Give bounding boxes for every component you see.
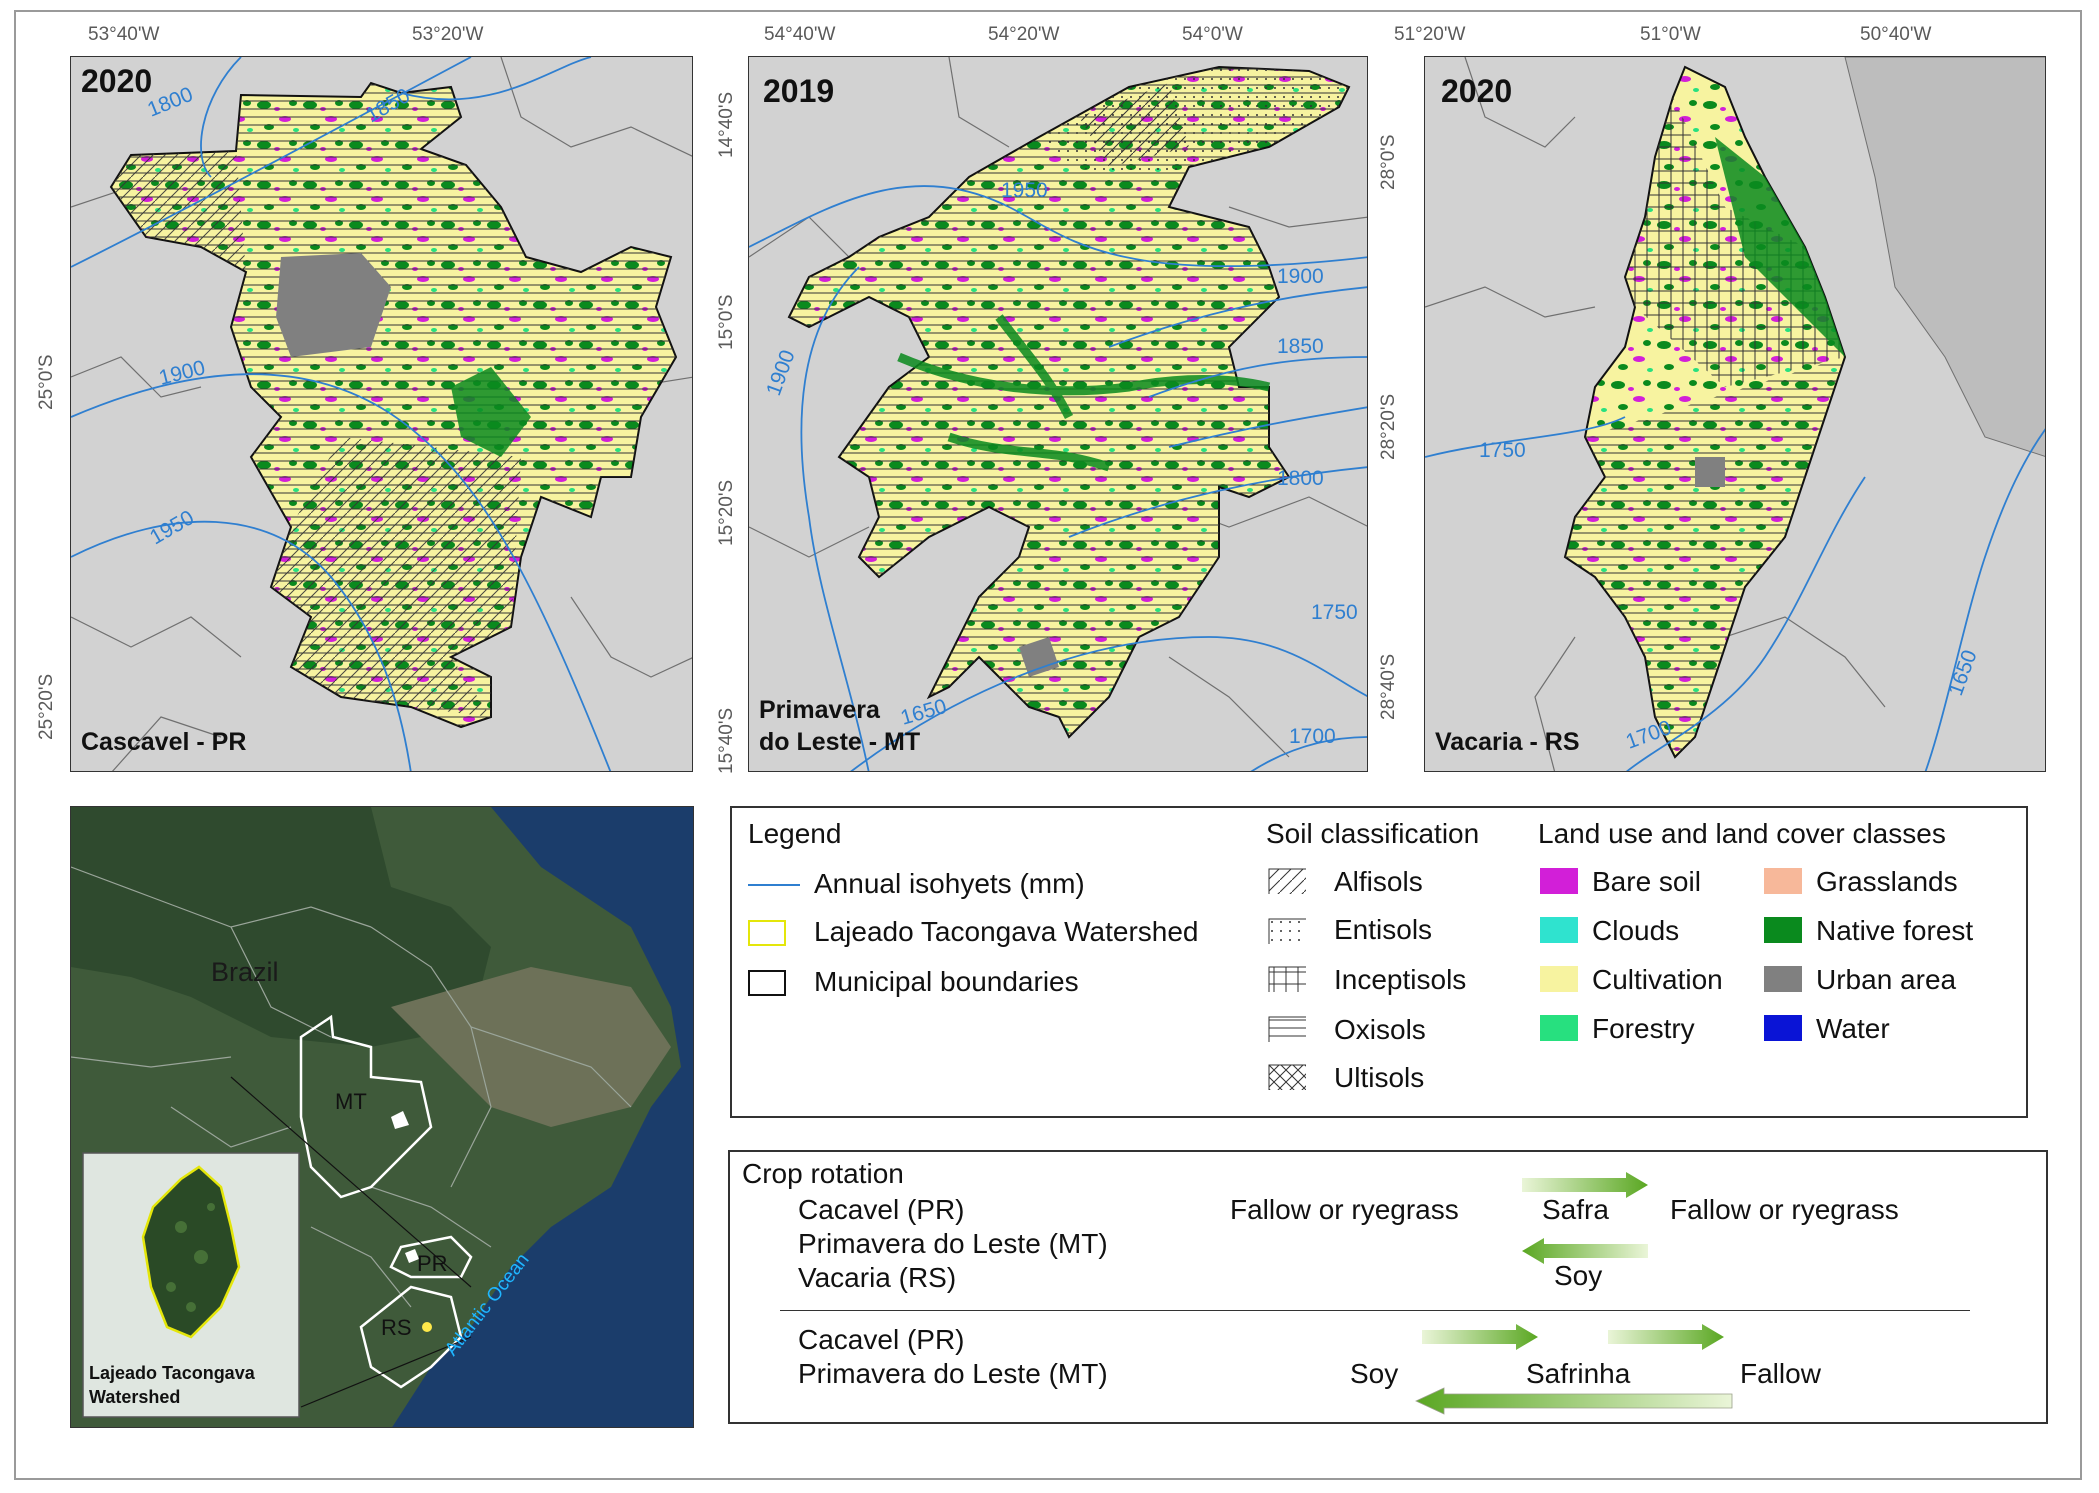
map-cascavel: 1800 1850 1900 1950 2020 Cascavel - PR <box>70 56 693 772</box>
lat-tick: 15°0'S <box>716 294 737 350</box>
municipal-swatch <box>748 970 786 996</box>
lulc-label: Forestry <box>1592 1013 1695 1044</box>
lon-tick: 51°0'W <box>1640 24 1701 45</box>
svg-text:1900: 1900 <box>1277 265 1324 288</box>
lulc-label: Grasslands <box>1816 866 1958 897</box>
crop-g2-left: Soy <box>1350 1358 1399 1389</box>
arrow-fallow-soy <box>1415 1387 1733 1415</box>
lon-tick: 54°20'W <box>988 24 1060 45</box>
lon-tick: 54°0'W <box>1182 24 1243 45</box>
soil-entisols: Entisols <box>1334 914 1433 945</box>
crop-g1-place: Vacaria (RS) <box>798 1262 957 1293</box>
lulc-label: Urban area <box>1816 964 1957 995</box>
legend-box: Legend Annual isohyets (mm) Lajeado Taco… <box>730 806 2028 1118</box>
inceptisols-swatch <box>1268 966 1306 992</box>
lon-tick: 54°40'W <box>764 24 836 45</box>
map-place-line1: Primavera <box>759 696 880 724</box>
inset-watershed-line2: Watershed <box>89 1387 181 1407</box>
legend-item-municipal: Municipal boundaries <box>814 966 1079 997</box>
map-year: 2019 <box>763 73 835 109</box>
svg-text:1950: 1950 <box>1001 179 1048 202</box>
lulc-label: Native forest <box>1816 915 1974 946</box>
crop-g1-left: Fallow or ryegrass <box>1230 1194 1459 1225</box>
arrow-safrinha-fallow <box>1608 1324 1724 1350</box>
arrow-safra-right <box>1522 1172 1648 1198</box>
crop-g2-place: Cacavel (PR) <box>798 1324 965 1355</box>
map-vacaria: 1750 1700 1650 2020 Vacaria - RS <box>1424 56 2046 772</box>
arrow-soy-left <box>1522 1238 1648 1264</box>
lulc-swatch <box>1764 917 1802 943</box>
crop-g2-place: Primavera do Leste (MT) <box>798 1358 1108 1389</box>
map-primavera: 1950 1900 1900 1850 1800 1750 1700 1650 … <box>748 56 1368 772</box>
inset-state-rs: RS <box>381 1315 412 1340</box>
map-place: Cascavel - PR <box>81 728 247 756</box>
map-year: 2020 <box>81 63 153 99</box>
soil-alfisols: Alfisols <box>1334 866 1423 897</box>
lulc-title: Land use and land cover classes <box>1538 818 1946 849</box>
inset-state-pr: PR <box>417 1251 448 1276</box>
svg-text:1700: 1700 <box>1289 725 1336 748</box>
crop-title: Crop rotation <box>742 1158 904 1189</box>
svg-text:1750: 1750 <box>1479 439 1526 462</box>
crop-g1-place: Cacavel (PR) <box>798 1194 965 1225</box>
crop-g2-mid: Safrinha <box>1526 1358 1631 1389</box>
figure-frame <box>14 10 2082 1480</box>
map-year: 2020 <box>1441 73 1513 109</box>
soil-ultisols: Ultisols <box>1334 1062 1425 1093</box>
svg-text:1750: 1750 <box>1311 601 1358 624</box>
inset-state-mt: MT <box>335 1089 367 1114</box>
crop-g1-top: Safra <box>1542 1194 1609 1225</box>
map-brazil-inset: Brazil MT PR RS Atlantic Ocean Lajeado T… <box>70 806 694 1428</box>
lulc-swatch <box>1540 966 1578 992</box>
crop-g2-right: Fallow <box>1740 1358 1821 1389</box>
soil-title: Soil classification <box>1266 818 1480 849</box>
inset-watershed-line1: Lajeado Tacongava <box>89 1363 255 1383</box>
legend-item-isohyets: Annual isohyets (mm) <box>814 868 1085 899</box>
soil-inceptisols: Inceptisols <box>1334 964 1467 995</box>
lulc-label: Clouds <box>1592 915 1680 946</box>
legend-title: Legend <box>748 818 842 849</box>
lulc-label: Bare soil <box>1592 866 1701 897</box>
crop-divider <box>780 1310 1970 1311</box>
lulc-label: Cultivation <box>1592 964 1723 995</box>
crop-g1-bottom: Soy <box>1554 1260 1603 1291</box>
lat-tick: 28°40'S <box>1378 653 1399 720</box>
arrow-soy-safrinha <box>1422 1324 1538 1350</box>
lulc-swatch <box>1540 1015 1578 1041</box>
lat-tick: 25°0'S <box>36 354 57 410</box>
alfisols-swatch <box>1268 868 1306 894</box>
lat-tick: 15°40'S <box>716 707 737 774</box>
lat-tick: 25°20'S <box>36 673 57 740</box>
lulc-swatch <box>1764 868 1802 894</box>
lon-tick: 53°40'W <box>88 24 160 45</box>
lat-tick: 14°40'S <box>716 91 737 158</box>
legend-item-watershed: Lajeado Tacongava Watershed <box>814 916 1199 947</box>
crop-rotation-box: Crop rotation Cacavel (PR) Primavera do … <box>728 1150 2048 1424</box>
lon-tick: 50°40'W <box>1860 24 1932 45</box>
lulc-swatch <box>1764 966 1802 992</box>
map-place: Vacaria - RS <box>1435 728 1580 756</box>
watershed-swatch <box>748 920 786 946</box>
map-place-line2: do Leste - MT <box>759 728 921 756</box>
ultisols-swatch <box>1268 1064 1306 1090</box>
isohyet-swatch <box>748 884 800 886</box>
soil-oxisols: Oxisols <box>1334 1014 1426 1045</box>
crop-g1-place: Primavera do Leste (MT) <box>798 1228 1108 1259</box>
crop-g1-right: Fallow or ryegrass <box>1670 1194 1899 1225</box>
lon-tick: 53°20'W <box>412 24 484 45</box>
lon-tick: 51°20'W <box>1394 24 1466 45</box>
lulc-label: Water <box>1816 1013 1890 1044</box>
lat-tick: 28°0'S <box>1378 134 1399 190</box>
oxisols-swatch <box>1268 1016 1306 1042</box>
svg-text:1850: 1850 <box>1277 335 1324 358</box>
inset-country-label: Brazil <box>211 957 279 987</box>
lulc-swatch <box>1764 1015 1802 1041</box>
lulc-swatch <box>1540 868 1578 894</box>
lat-tick: 28°20'S <box>1378 393 1399 460</box>
entisols-swatch <box>1268 918 1306 944</box>
lat-tick: 15°20'S <box>716 479 737 546</box>
lulc-swatch <box>1540 917 1578 943</box>
svg-text:1800: 1800 <box>1277 467 1324 490</box>
